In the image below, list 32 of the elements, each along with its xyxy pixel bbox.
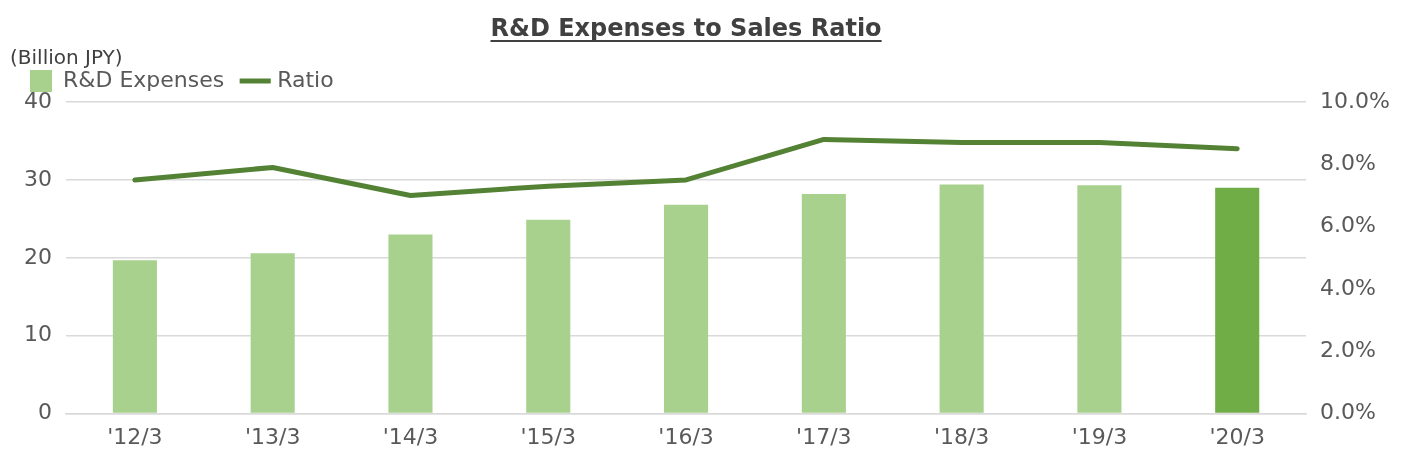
y2-tick-label: 2.0%	[1320, 337, 1377, 362]
y-tick-label: 10	[23, 321, 52, 347]
y-tick-label: 40	[23, 87, 52, 113]
legend-label: Ratio	[277, 66, 334, 92]
y-axis-title: (Billion JPY)	[10, 45, 123, 69]
x-tick-label: '13/3	[244, 423, 301, 449]
bar	[112, 260, 157, 413]
x-tick-label: '18/3	[933, 423, 990, 449]
chart-title: R&D Expenses to Sales Ratio	[490, 14, 882, 42]
y2-tick-label: 8.0%	[1320, 150, 1377, 176]
x-tick-label: '14/3	[382, 423, 439, 449]
y2-tick-label: 6.0%	[1320, 212, 1377, 238]
y-tick-label: 0	[37, 399, 52, 425]
x-tick-label: '20/3	[1209, 423, 1265, 449]
x-tick-label: '15/3	[520, 423, 576, 449]
bar	[939, 184, 984, 413]
y2-tick-label: 0.0%	[1320, 399, 1377, 425]
bar	[1077, 185, 1122, 413]
bar	[250, 253, 295, 413]
bar	[526, 219, 571, 413]
y-tick-label: 30	[23, 165, 52, 191]
x-tick-label: '12/3	[107, 423, 163, 449]
x-tick-label: '16/3	[658, 423, 714, 449]
x-tick-label: '19/3	[1071, 423, 1128, 449]
bar	[801, 193, 846, 413]
bar	[388, 234, 433, 413]
bar	[1215, 187, 1260, 413]
bar	[664, 204, 709, 413]
x-tick-label: '17/3	[796, 423, 852, 449]
y2-tick-label: 10.0%	[1320, 87, 1390, 113]
y2-tick-label: 4.0%	[1320, 274, 1377, 300]
y-tick-label: 20	[23, 243, 52, 269]
